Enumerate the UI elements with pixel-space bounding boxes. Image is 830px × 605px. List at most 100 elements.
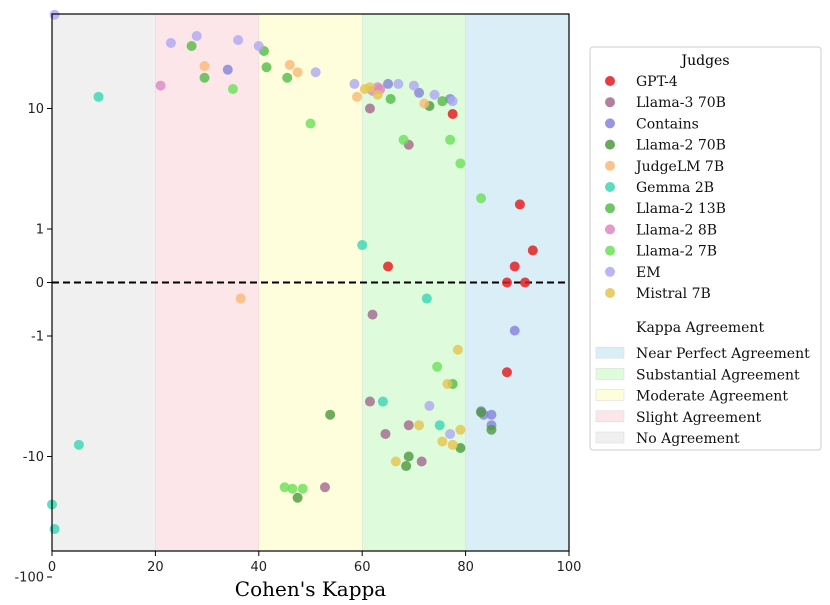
point-judgelm-7b bbox=[419, 98, 430, 109]
point-llama-3-70b bbox=[403, 420, 414, 431]
point-contains bbox=[414, 87, 425, 98]
point-gemma-2b bbox=[93, 91, 104, 102]
legend-entry-label: GPT-4 bbox=[636, 74, 678, 90]
point-llama-3-70b bbox=[380, 428, 391, 439]
point-em bbox=[445, 428, 456, 439]
point-llama-2-7b bbox=[297, 483, 308, 494]
legend-band-label: Substantial Agreement bbox=[636, 367, 800, 383]
x-axis-title: Cohen's Kappa bbox=[235, 577, 387, 601]
point-em bbox=[165, 37, 176, 48]
legend-band-swatch bbox=[595, 389, 625, 401]
point-llama-2-7b bbox=[398, 134, 409, 145]
point-llama-2-7b bbox=[445, 134, 456, 145]
legend-band-title: Kappa Agreement bbox=[636, 320, 764, 336]
point-gpt-4 bbox=[509, 261, 520, 272]
point-gpt-4 bbox=[501, 277, 512, 288]
point-llama-2-13b bbox=[437, 96, 448, 107]
point-gemma-2b bbox=[434, 420, 445, 431]
point-gemma-2b bbox=[421, 293, 432, 304]
point-em bbox=[191, 30, 202, 41]
point-mistral-7b bbox=[372, 89, 383, 100]
point-llama-3-70b bbox=[364, 396, 375, 407]
point-gpt-4 bbox=[514, 199, 525, 210]
point-em bbox=[49, 9, 60, 20]
y-tick-label: 10 bbox=[27, 102, 44, 117]
legend-band-label: No Agreement bbox=[636, 431, 740, 447]
point-contains bbox=[222, 64, 233, 75]
point-llama-2-8b bbox=[155, 80, 166, 91]
legend-band-swatch bbox=[595, 431, 625, 444]
legend-title: Judges bbox=[679, 53, 729, 69]
y-tick-label: -10 bbox=[23, 450, 44, 465]
point-mistral-7b bbox=[414, 420, 425, 431]
point-llama-2-70b bbox=[325, 409, 336, 420]
x-tick-label: 0 bbox=[48, 560, 56, 575]
legend-marker bbox=[605, 182, 615, 192]
legend-entry-label: Llama-3 70B bbox=[636, 95, 726, 111]
point-em bbox=[310, 67, 321, 78]
legend-entry-label: Contains bbox=[636, 116, 699, 132]
legend-marker bbox=[605, 245, 615, 256]
legend-marker bbox=[605, 203, 615, 214]
y-tick-label: 0 bbox=[36, 276, 44, 291]
legend-entry-label: Llama-2 13B bbox=[636, 201, 726, 217]
point-llama-2-7b bbox=[287, 483, 298, 494]
y-tick-label: 1 bbox=[36, 223, 44, 238]
point-llama-2-7b bbox=[305, 118, 316, 129]
x-tick-label: 80 bbox=[457, 560, 474, 575]
legend-box bbox=[589, 46, 822, 451]
x-tick-label: 60 bbox=[354, 560, 371, 575]
y-tick-label: -100 bbox=[14, 571, 44, 586]
point-em bbox=[233, 35, 244, 46]
point-contains bbox=[486, 409, 497, 420]
point-llama-3-70b bbox=[364, 103, 375, 114]
point-llama-3-70b bbox=[367, 309, 378, 320]
point-llama-2-70b bbox=[401, 461, 412, 472]
point-gpt-4 bbox=[447, 109, 458, 120]
point-gpt-4 bbox=[527, 245, 538, 256]
point-llama-2-7b bbox=[455, 158, 466, 169]
point-gpt-4 bbox=[383, 261, 394, 272]
point-llama-2-7b bbox=[227, 84, 238, 95]
point-judgelm-7b bbox=[352, 91, 363, 102]
point-em bbox=[349, 78, 360, 89]
point-contains bbox=[509, 325, 520, 336]
legend-marker bbox=[605, 224, 615, 235]
point-llama-2-13b bbox=[186, 41, 197, 52]
legend-marker bbox=[605, 139, 615, 150]
legend-entry-label: Llama-2 8B bbox=[636, 222, 717, 238]
x-tick-label: 100 bbox=[557, 560, 582, 575]
legend-marker bbox=[605, 288, 615, 298]
point-em bbox=[393, 78, 404, 89]
point-llama-2-70b bbox=[486, 424, 497, 435]
legend-entry-label: EM bbox=[636, 265, 661, 281]
point-llama-2-70b bbox=[476, 407, 487, 418]
point-gemma-2b bbox=[73, 439, 84, 450]
x-axis-ticks: 0 20 40 60 80 100 bbox=[48, 551, 582, 575]
point-gemma-2b bbox=[49, 524, 60, 535]
legend-band-label: Near Perfect Agreement bbox=[636, 346, 810, 362]
point-em bbox=[429, 89, 440, 100]
legend-marker bbox=[605, 97, 615, 108]
point-judgelm-7b bbox=[284, 59, 295, 70]
legend-entry-label: Llama-2 70B bbox=[636, 138, 726, 154]
legend-band-swatch bbox=[595, 368, 625, 380]
legend-band-label: Moderate Agreement bbox=[636, 389, 788, 405]
point-em bbox=[447, 96, 458, 107]
point-mistral-7b bbox=[437, 436, 448, 447]
point-llama-2-70b bbox=[292, 492, 303, 503]
point-mistral-7b bbox=[452, 344, 463, 355]
legend-band-swatch bbox=[595, 410, 625, 423]
point-em bbox=[424, 400, 435, 411]
legend-marker bbox=[605, 160, 615, 171]
legend-marker bbox=[605, 118, 615, 129]
point-mistral-7b bbox=[455, 424, 466, 435]
point-gemma-2b bbox=[377, 396, 388, 407]
point-mistral-7b bbox=[442, 378, 453, 389]
point-llama-2-13b bbox=[282, 72, 293, 83]
point-llama-3-70b bbox=[319, 482, 330, 493]
point-llama-3-70b bbox=[416, 456, 427, 467]
legend-entry-label: Llama-2 7B bbox=[636, 244, 717, 260]
